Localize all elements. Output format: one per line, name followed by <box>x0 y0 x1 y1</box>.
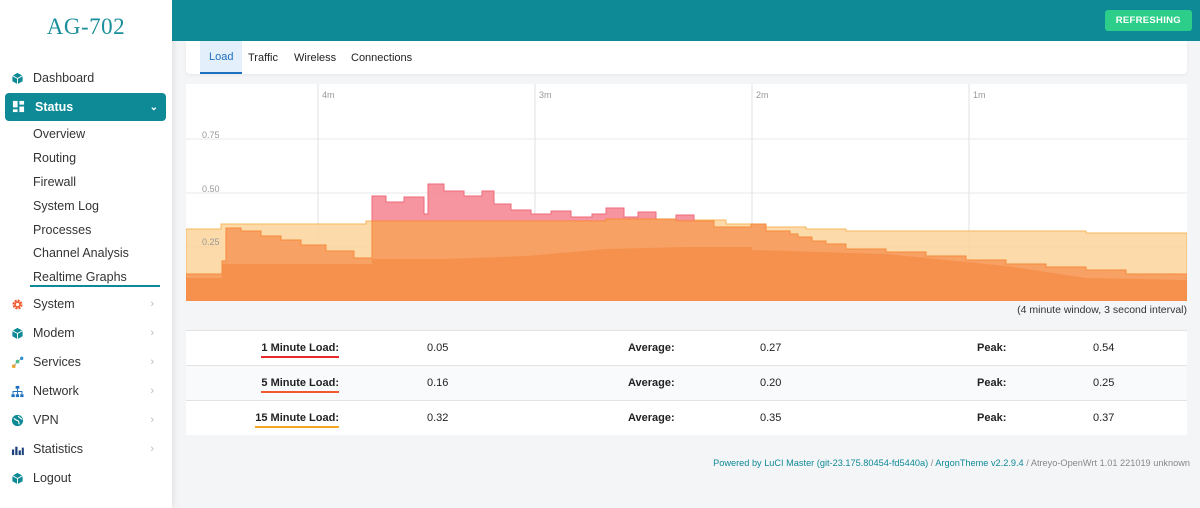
chevron-right-icon: › <box>150 327 154 339</box>
peak-label: Peak: <box>977 377 1007 389</box>
menu-label: Network <box>33 384 79 398</box>
chevron-right-icon: › <box>150 298 154 310</box>
tab-traffic[interactable]: Traffic <box>248 51 278 64</box>
share-nodes-icon <box>10 355 24 369</box>
luci-link[interactable]: Powered by LuCI Master (git-23.175.80454… <box>713 458 929 468</box>
theme-link[interactable]: ArgonTheme v2.2.9.4 <box>935 458 1024 468</box>
cube-icon <box>10 326 24 340</box>
sitemap-icon <box>10 384 24 398</box>
menu-vpn[interactable]: VPN › <box>10 410 162 430</box>
sidebar: AG-702 Dashboard Status ⌄ Overview Routi… <box>0 0 172 508</box>
footer: Powered by LuCI Master (git-23.175.80454… <box>713 458 1190 468</box>
y-label-050: 0.50 <box>202 184 220 194</box>
load-label: 1 Minute Load: <box>261 342 339 358</box>
table-row: 15 Minute Load: 0.32 Average: 0.35 Peak:… <box>186 400 1187 435</box>
tab-load[interactable]: Load <box>200 41 243 74</box>
menu-label: VPN <box>33 413 59 427</box>
chevron-right-icon: › <box>150 385 154 397</box>
y-label-025: 0.25 <box>202 237 220 247</box>
menu-status[interactable]: Status ⌄ <box>5 93 166 121</box>
menu-modem[interactable]: Modem › <box>10 323 162 343</box>
tab-bar: Load Traffic Wireless Connections <box>186 41 1187 74</box>
submenu-overview[interactable]: Overview <box>33 127 86 141</box>
time-axis-labels: 4m 3m 2m 1m <box>322 90 986 100</box>
average-value: 0.20 <box>760 377 782 389</box>
menu-services[interactable]: Services › <box>10 352 162 372</box>
load-value: 0.05 <box>427 342 449 354</box>
load-value: 0.32 <box>427 412 449 424</box>
load-graph: 4m 3m 2m 1m 0.75 0.50 0.25 <box>186 84 1187 301</box>
submenu-channel-analysis[interactable]: Channel Analysis <box>33 246 129 260</box>
average-label: Average: <box>628 377 675 389</box>
menu-dashboard[interactable]: Dashboard <box>10 68 162 88</box>
active-submenu-indicator <box>30 285 160 287</box>
menu-label: Services <box>33 355 81 369</box>
submenu-realtime-graphs[interactable]: Realtime Graphs <box>33 270 127 284</box>
load-value: 0.16 <box>427 377 449 389</box>
menu-label: Logout <box>33 471 72 485</box>
time-label-4m: 4m <box>322 90 335 100</box>
time-label-3m: 3m <box>539 90 552 100</box>
peak-label: Peak: <box>977 342 1007 354</box>
menu-label: Status <box>35 100 74 114</box>
submenu-processes[interactable]: Processes <box>33 223 92 237</box>
refreshing-badge[interactable]: REFRESHING <box>1104 10 1192 31</box>
separator: / <box>928 458 936 468</box>
chevron-right-icon: › <box>150 356 154 368</box>
time-label-2m: 2m <box>756 90 769 100</box>
average-value: 0.27 <box>760 342 782 354</box>
menu-label: Statistics <box>33 442 84 456</box>
cube-icon <box>10 471 24 485</box>
menu-network[interactable]: Network › <box>10 381 162 401</box>
series-color-underline <box>255 426 339 428</box>
submenu-routing[interactable]: Routing <box>33 151 77 165</box>
peak-value: 0.54 <box>1093 342 1115 354</box>
menu-statistics[interactable]: Statistics › <box>10 439 162 459</box>
menu-logout[interactable]: Logout <box>10 468 162 488</box>
graph-window-note: (4 minute window, 3 second interval) <box>1017 304 1187 316</box>
y-label-075: 0.75 <box>202 130 220 140</box>
chevron-down-icon: ⌄ <box>149 101 158 113</box>
series-color-underline <box>261 356 339 358</box>
load-stats-table: 1 Minute Load: 0.05 Average: 0.27 Peak: … <box>186 330 1187 435</box>
gear-icon <box>10 297 24 311</box>
average-label: Average: <box>628 342 675 354</box>
average-label: Average: <box>628 412 675 424</box>
table-row: 5 Minute Load: 0.16 Average: 0.20 Peak: … <box>186 365 1187 400</box>
chevron-right-icon: › <box>150 414 154 426</box>
submenu-firewall[interactable]: Firewall <box>33 175 77 189</box>
menu-system[interactable]: System › <box>10 294 162 314</box>
load-label: 15 Minute Load: <box>255 412 339 428</box>
time-label-1m: 1m <box>973 90 986 100</box>
tab-wireless[interactable]: Wireless <box>294 51 337 64</box>
load-graph-svg: 4m 3m 2m 1m 0.75 0.50 0.25 <box>186 84 1187 301</box>
peak-value: 0.25 <box>1093 377 1115 389</box>
tab-connections[interactable]: Connections <box>351 51 413 64</box>
peak-value: 0.37 <box>1093 412 1115 424</box>
top-header: REFRESHING <box>172 0 1200 41</box>
globe-icon <box>10 413 24 427</box>
menu-label: System <box>33 297 75 311</box>
dashboard-grid-icon <box>12 100 26 114</box>
cube-icon <box>10 71 24 85</box>
load-label: 5 Minute Load: <box>261 377 339 393</box>
submenu-system-log[interactable]: System Log <box>33 199 100 213</box>
series-color-underline <box>261 391 339 393</box>
peak-label: Peak: <box>977 412 1007 424</box>
series-load-base-area <box>186 247 1187 301</box>
build-info: Atreyo-OpenWrt 1.01 221019 unknown <box>1030 458 1190 468</box>
bar-chart-icon <box>10 442 24 456</box>
separator: / <box>1023 458 1031 468</box>
chevron-right-icon: › <box>150 443 154 455</box>
menu-label: Dashboard <box>33 71 95 85</box>
table-row: 1 Minute Load: 0.05 Average: 0.27 Peak: … <box>186 330 1187 365</box>
average-value: 0.35 <box>760 412 782 424</box>
y-axis-labels: 0.75 0.50 0.25 <box>202 130 220 247</box>
brand-title: AG-702 <box>46 14 126 39</box>
menu-label: Modem <box>33 326 75 340</box>
